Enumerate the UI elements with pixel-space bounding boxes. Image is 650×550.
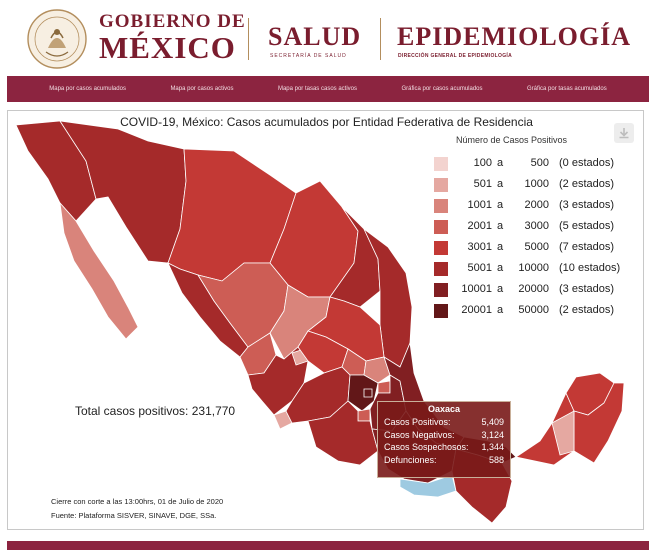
download-icon — [619, 128, 629, 139]
legend-from: 20001 — [461, 304, 492, 316]
chart-title: COVID-19, México: Casos acumulados por E… — [120, 115, 533, 129]
tooltip-value: 588 — [488, 454, 504, 465]
tooltip-row: Defunciones: 588 — [384, 454, 504, 467]
state-campeche-inner[interactable] — [551, 410, 575, 456]
gob-line2: MÉXICO — [99, 30, 236, 65]
epidemiologia-logo[interactable]: EPIDEMIOLOGÍA — [397, 22, 632, 51]
legend-from: 501 — [473, 178, 492, 190]
header-divider — [380, 18, 381, 60]
map-panel: COVID-19, México: Casos acumulados por E… — [7, 110, 644, 530]
legend-separator: a — [497, 262, 504, 274]
nav-mapa-casos-acumulados[interactable]: Mapa por casos acumulados — [49, 86, 126, 92]
legend-from: 5001 — [467, 262, 492, 274]
nav-grafica-tasas-acumulados[interactable]: Gráfica por tasas acumulados — [527, 86, 607, 92]
legend-to: 5000 — [524, 241, 549, 253]
legend-to: 20000 — [518, 283, 549, 295]
tooltip-value: 1,344 — [481, 442, 504, 452]
state-baja-california-sur[interactable] — [59, 201, 139, 340]
legend-title: Número de Casos Positivos — [456, 135, 568, 145]
mexico-choropleth-map[interactable] — [8, 111, 645, 531]
mexico-seal-icon — [27, 9, 87, 69]
nav-grafica-casos-acumulados[interactable]: Gráfica por casos acumulados — [401, 86, 483, 92]
main-nav: Mapa por casos acumulados Mapa por casos… — [7, 76, 649, 102]
legend-separator: a — [497, 304, 504, 316]
legend-separator: a — [497, 178, 504, 190]
state-hidalgo[interactable] — [363, 356, 391, 384]
legend-to: 10000 — [518, 262, 549, 274]
legend-count: (3 estados) — [559, 199, 615, 211]
tooltip-row: Casos Negativos: 3,124 — [384, 429, 504, 442]
legend-from: 2001 — [467, 220, 492, 232]
state-cdmx[interactable] — [363, 388, 373, 398]
tooltip-label: Casos Negativos: — [384, 429, 455, 440]
state-guerrero[interactable] — [307, 400, 379, 466]
legend-to: 50000 — [518, 304, 549, 316]
legend-separator: a — [497, 157, 504, 169]
legend-separator: a — [497, 220, 504, 232]
legend-swatch — [434, 241, 448, 255]
total-cases-label: Total casos positivos: 231,770 — [75, 404, 236, 418]
legend-from: 100 — [473, 157, 492, 169]
legend-separator: a — [497, 241, 504, 253]
gob-line1: GOBIERNO DE — [99, 11, 246, 32]
state-tooltip: Oaxaca Casos Positivos: 5,409 Casos Negat… — [377, 401, 511, 478]
legend-count: (2 estados) — [559, 304, 615, 316]
tooltip-title: Oaxaca — [427, 404, 461, 414]
legend-to: 1000 — [524, 178, 549, 190]
legend-count: (0 estados) — [559, 157, 615, 169]
footer-bar — [7, 541, 649, 550]
legend-swatch — [434, 220, 448, 234]
epidemiologia-subtitle: DIRECCIÓN GENERAL DE EPIDEMIOLOGÍA — [398, 53, 513, 59]
source-note: Fuente: Plataforma SISVER, SINAVE, DGE, … — [51, 511, 217, 520]
nav-mapa-tasas-casos-activos[interactable]: Mapa por tasas casos activos — [277, 86, 357, 92]
site-header: GOBIERNO DE MÉXICO SALUD SECRETARÍA DE S… — [0, 0, 650, 76]
legend-swatch — [434, 283, 448, 297]
legend-separator: a — [497, 283, 504, 295]
legend-from: 10001 — [461, 283, 492, 295]
salud-subtitle: SECRETARÍA DE SALUD — [270, 53, 347, 59]
legend-count: (7 estados) — [559, 241, 615, 253]
legend-count: (3 estados) — [559, 283, 615, 295]
legend-to: 3000 — [524, 220, 549, 232]
legend-swatch — [434, 262, 448, 276]
cutoff-note: Cierre con corte a las 13:00hrs, 01 de J… — [51, 497, 224, 506]
salud-logo[interactable]: SALUD — [268, 22, 362, 51]
tooltip-label: Casos Positivos: — [384, 417, 451, 427]
nav-mapa-casos-activos[interactable]: Mapa por casos activos — [170, 86, 234, 92]
tooltip-row: Casos Sospechosos: 1,344 — [384, 441, 504, 454]
legend-to: 500 — [530, 157, 549, 169]
legend-separator: a — [497, 199, 504, 211]
legend-swatch — [434, 304, 448, 318]
tooltip-row: Casos Positivos: 5,409 — [384, 416, 504, 429]
download-button[interactable] — [614, 123, 634, 143]
state-oaxaca-hover[interactable] — [399, 474, 457, 498]
tooltip-label: Casos Sospechosos: — [384, 442, 469, 452]
legend-swatch — [434, 157, 448, 171]
state-quintana-roo[interactable] — [573, 382, 625, 464]
legend-from: 3001 — [467, 241, 492, 253]
legend-swatch — [434, 178, 448, 192]
legend-count: (2 estados) — [559, 178, 615, 190]
state-tlaxcala[interactable] — [377, 380, 391, 394]
legend-count: (10 estados) — [559, 262, 621, 274]
legend-count: (5 estados) — [559, 220, 615, 232]
legend-from: 1001 — [467, 199, 492, 211]
header-divider — [248, 18, 249, 60]
legend-swatch — [434, 199, 448, 213]
tooltip-label: Defunciones: — [384, 454, 437, 465]
state-morelos[interactable] — [357, 408, 371, 422]
gobierno-de-mexico-logo[interactable]: GOBIERNO DE MÉXICO — [99, 12, 246, 63]
state-jalisco[interactable] — [247, 346, 309, 416]
tooltip-value: 5,409 — [481, 417, 504, 427]
tooltip-value: 3,124 — [481, 429, 504, 440]
legend-to: 2000 — [524, 199, 549, 211]
